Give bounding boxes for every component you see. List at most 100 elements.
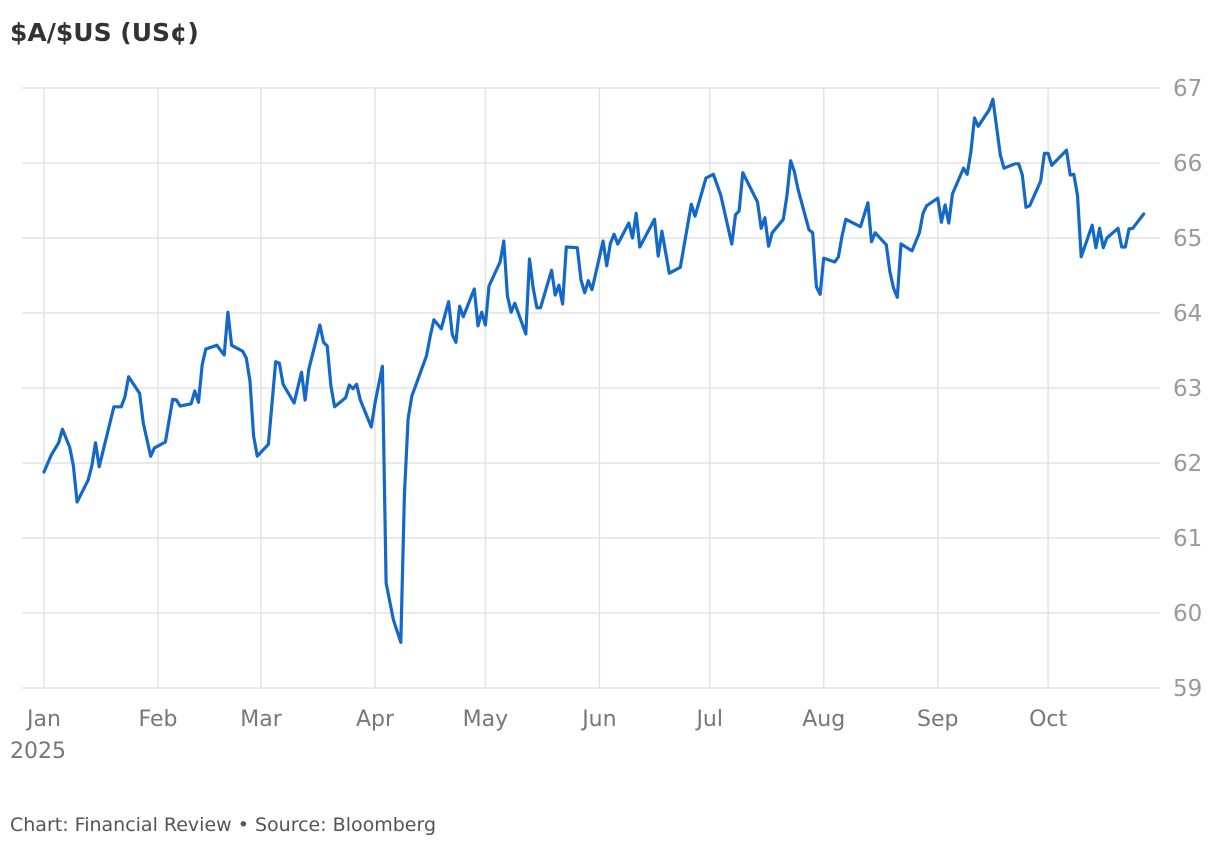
data-point [326, 344, 329, 348]
data-point [579, 278, 583, 282]
data-point [936, 197, 939, 200]
data-point [351, 387, 355, 390]
data-point [149, 455, 152, 458]
data-point [616, 242, 619, 246]
data-point [767, 245, 770, 248]
data-point [502, 239, 505, 243]
data-point [811, 231, 814, 234]
x-tick-label: Oct [1029, 707, 1067, 732]
data-point [612, 233, 616, 236]
data-point [458, 305, 461, 308]
data-point [1127, 227, 1131, 231]
data-point [1024, 206, 1028, 209]
data-point [1124, 245, 1127, 249]
data-point [818, 293, 822, 296]
data-point [278, 362, 281, 365]
data-point [112, 405, 116, 408]
data-point [1091, 224, 1094, 227]
data-point [432, 318, 436, 321]
data-point [97, 465, 101, 468]
data-point [370, 425, 373, 429]
data-point [844, 218, 848, 221]
data-point [142, 422, 145, 425]
data-point [921, 212, 925, 215]
data-point [403, 494, 406, 497]
y-tick-label: 60 [1173, 601, 1202, 627]
data-point [730, 242, 733, 246]
data-point [965, 173, 969, 176]
data-point [704, 176, 708, 180]
data-point [899, 242, 903, 246]
data-point [763, 216, 767, 219]
gridlines [22, 87, 1160, 689]
data-point [292, 401, 296, 405]
data-point [480, 311, 483, 314]
data-point [925, 204, 928, 207]
data-point [307, 368, 311, 371]
data-point [910, 249, 914, 252]
data-point [785, 194, 789, 197]
data-point [999, 153, 1002, 156]
series-line [42, 97, 1146, 644]
data-point [822, 257, 825, 260]
data-point [223, 353, 226, 357]
data-point [969, 150, 973, 153]
y-tick-label: 63 [1173, 376, 1202, 402]
data-point [653, 218, 656, 221]
data-point [951, 192, 954, 195]
data-point [528, 257, 531, 261]
data-point [1039, 179, 1042, 183]
data-point [61, 428, 64, 431]
y-axis: 59 60 61 62 63 64 65 66 67 [1173, 76, 1202, 702]
data-point [428, 335, 432, 338]
data-point [590, 288, 594, 291]
data-point [68, 446, 71, 449]
data-point [1079, 255, 1083, 258]
data-point [256, 455, 259, 458]
data-point [164, 440, 167, 444]
data-point [991, 98, 995, 101]
x-axis: Jan 2025 Feb Mar Apr May Jun Jul Aug Sep Oct [10, 707, 1067, 764]
data-point [200, 363, 204, 366]
data-point [866, 201, 870, 204]
data-point [1017, 162, 1020, 165]
data-point [557, 284, 561, 287]
data-point [178, 404, 182, 408]
data-point [874, 231, 877, 234]
data-point [947, 221, 950, 225]
y-tick-label: 64 [1173, 301, 1202, 327]
data-point [462, 315, 465, 318]
chart-source-footer: Chart: Financial Review • Source: Bloomb… [10, 814, 436, 836]
data-point [406, 417, 410, 420]
data-point [1131, 227, 1134, 230]
data-point [587, 279, 590, 282]
data-point [940, 221, 943, 224]
data-point [440, 327, 443, 330]
data-point [679, 266, 682, 269]
data-point [576, 246, 579, 249]
y-tick-label: 61 [1173, 526, 1202, 552]
data-point [531, 287, 535, 290]
data-point [189, 402, 193, 405]
data-point [94, 441, 97, 444]
data-point [609, 242, 612, 245]
data-point [344, 396, 347, 399]
data-point [634, 212, 638, 215]
data-point [1120, 245, 1123, 249]
data-point [550, 269, 553, 272]
data-point [601, 239, 605, 243]
data-point [204, 347, 208, 351]
data-point [833, 260, 836, 264]
x-tick-label: Aug [802, 707, 845, 732]
data-point [561, 302, 564, 306]
data-point [120, 405, 123, 408]
x-tick-label: Jan [25, 707, 61, 732]
data-point [484, 323, 487, 327]
data-point [399, 641, 402, 644]
data-point [509, 311, 513, 314]
data-point [86, 479, 90, 482]
data-point [962, 167, 965, 170]
data-point [712, 173, 715, 176]
data-point [487, 284, 491, 288]
